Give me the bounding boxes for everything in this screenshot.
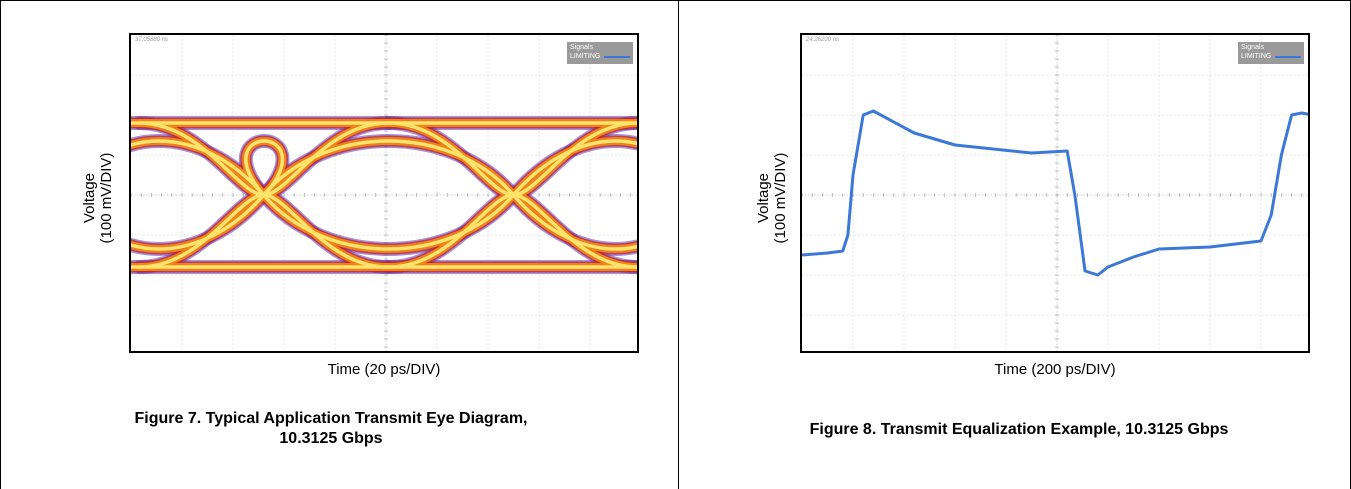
eye-layer [131,121,637,269]
legend-entry: LIMITING [1241,53,1272,60]
timestamp: 37.05880 ns [135,37,169,43]
waveform-plot: 24.26200 ns Signals LIMITING [800,33,1310,353]
figure-caption: Figure 8. Transmit Equalization Example,… [719,420,1319,440]
signals-legend: Signals LIMITING [1238,42,1304,64]
legend-title: Signals [570,44,593,51]
waveform-trace [802,109,1308,277]
legend-swatch [604,55,630,58]
eye-trace [131,139,266,197]
legend-entry: LIMITING [570,53,601,60]
eye-trace [244,139,285,197]
y-axis-label: Voltage (100 mV/DIV) [81,118,115,278]
grid [802,35,1308,351]
y-axis-label-line2: (100 mV/DIV) [772,152,789,244]
eye-trace [511,139,637,197]
legend-title: Signals [1241,44,1264,51]
signals-legend: Signals LIMITING [567,42,633,64]
eye-trace [131,193,266,251]
timestamp: 24.26200 ns [806,37,840,43]
eye-trace [261,139,516,197]
caption-line1: Figure 8. Transmit Equalization Example,… [809,421,1229,438]
figure-caption: Figure 7. Typical Application Transmit E… [91,409,571,449]
eye-diagram-svg [131,35,637,351]
y-axis-label: Voltage (100 mV/DIV) [755,118,789,278]
waveform-svg [802,35,1308,351]
y-axis-label-line2: (100 mV/DIV) [98,152,115,244]
caption-line2: 10.3125 Gbps [279,430,383,447]
grid [131,35,637,351]
x-axis-label: Time (200 ps/DIV) [994,361,1116,378]
y-axis-label-line1: Voltage [755,172,772,224]
eye-trace [261,193,516,251]
figure-7-panel: Voltage (100 mV/DIV) 37.05880 ns Signals… [0,0,679,489]
x-axis-label: Time (20 ps/DIV) [327,361,441,378]
y-axis-label-line1: Voltage [81,172,98,224]
figure-8-panel: Voltage (100 mV/DIV) 24.26200 ns Signals… [679,0,1351,489]
legend-swatch [1275,55,1301,58]
eye-trace [511,193,637,251]
caption-line1: Figure 7. Typical Application Transmit E… [134,410,528,427]
eye-diagram-plot: 37.05880 ns Signals LIMITING [129,33,639,353]
